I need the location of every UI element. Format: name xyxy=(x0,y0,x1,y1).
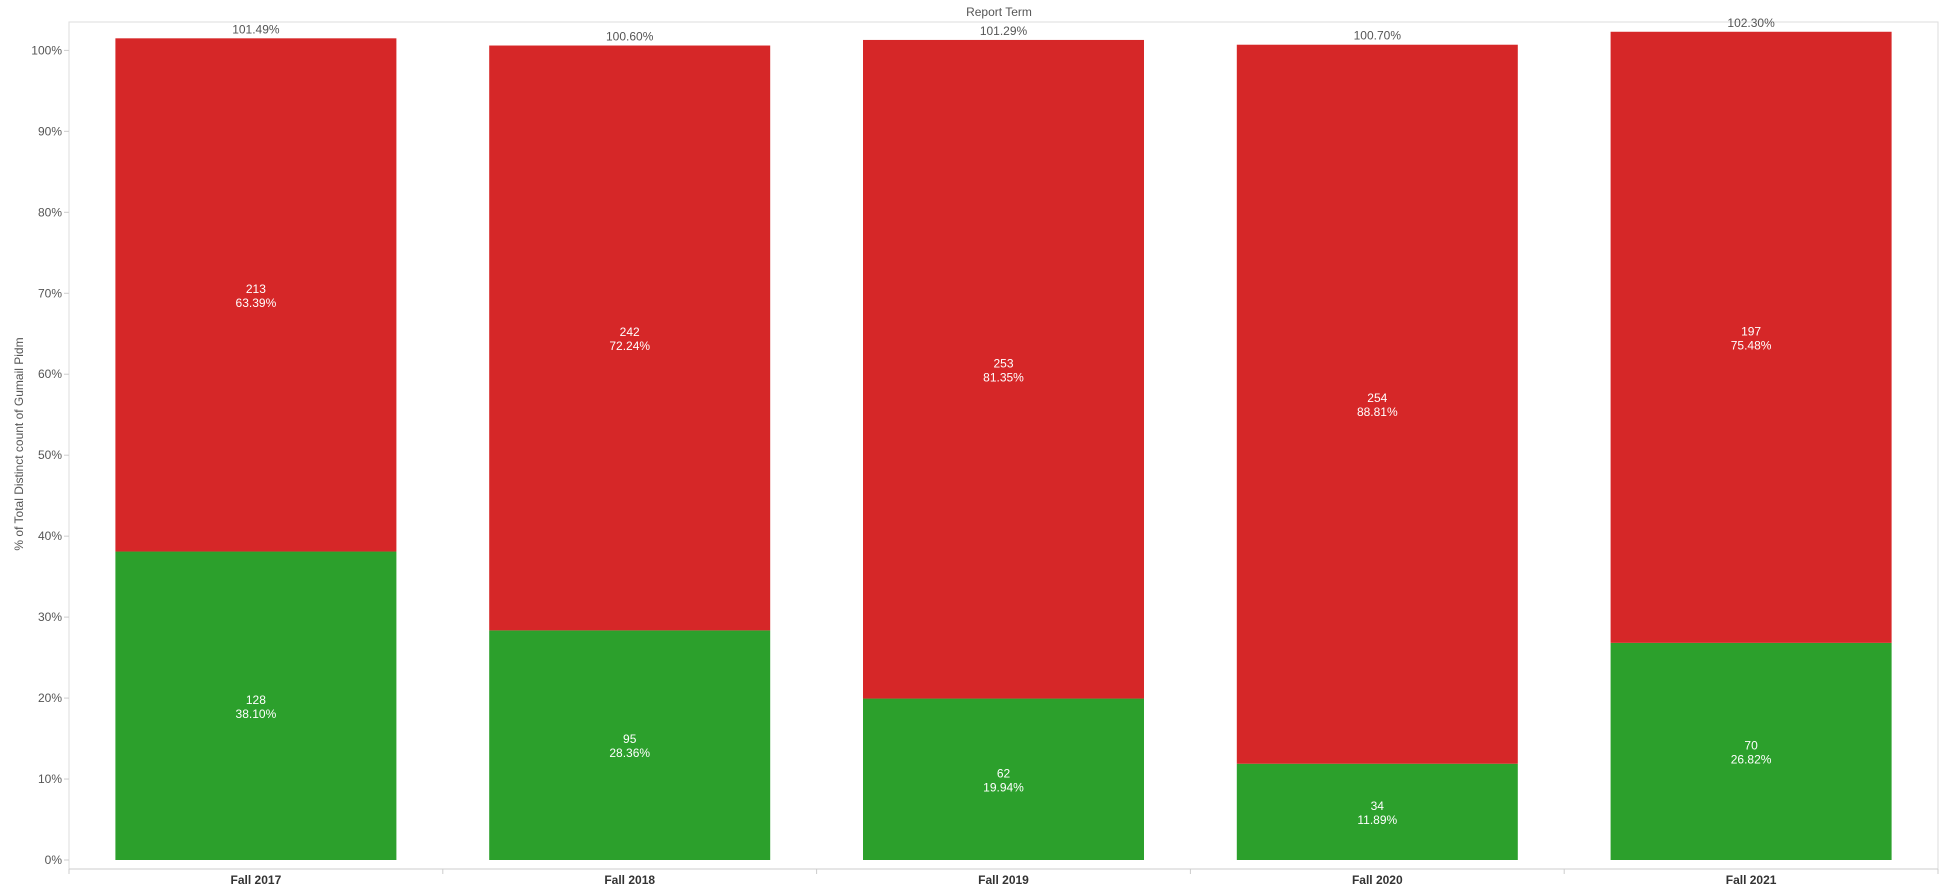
bar-segment xyxy=(1236,44,1518,764)
bar-total-label: 101.29% xyxy=(980,24,1028,38)
y-tick-label: 50% xyxy=(38,448,62,462)
segment-count-label: 128 xyxy=(246,693,266,707)
segment-count-label: 34 xyxy=(1371,799,1385,813)
bar-total-label: 102.30% xyxy=(1727,16,1775,30)
segment-percent-label: 63.39% xyxy=(236,296,277,310)
chart-title: Report Term xyxy=(966,5,1032,19)
segment-count-label: 253 xyxy=(993,356,1013,370)
bar-segment xyxy=(863,698,1144,860)
segment-percent-label: 28.36% xyxy=(609,746,650,760)
segment-count-label: 242 xyxy=(620,325,640,339)
bar-segment xyxy=(1610,642,1892,860)
x-axis: Fall 2017 Fall 2018 Fall 2019 Fall 2020 Fall… xyxy=(68,868,1939,887)
bar-total-label: 101.49% xyxy=(232,22,280,36)
bar-segment xyxy=(115,551,397,860)
y-tick-label: 20% xyxy=(38,691,62,705)
y-axis-title: % of Total Distinct count of Gumail Pidm xyxy=(12,337,26,550)
y-tick-label: 0% xyxy=(45,853,63,867)
segment-count-label: 70 xyxy=(1744,738,1758,752)
bar-total-label: 100.70% xyxy=(1354,29,1402,43)
segment-percent-label: 11.89% xyxy=(1357,813,1397,827)
x-category-label: Fall 2021 xyxy=(1726,873,1777,887)
x-category-label: Fall 2017 xyxy=(231,873,282,887)
y-tick-label: 40% xyxy=(38,529,62,543)
segment-count-label: 213 xyxy=(246,282,266,296)
segment-percent-label: 75.48% xyxy=(1731,338,1772,352)
x-category-label: Fall 2018 xyxy=(604,873,655,887)
y-tick-label: 60% xyxy=(38,367,62,381)
bar-segment xyxy=(863,39,1144,699)
segment-percent-label: 88.81% xyxy=(1357,405,1398,419)
bar-total-label: 100.60% xyxy=(606,30,654,44)
y-tick-label: 80% xyxy=(38,205,62,219)
segment-count-label: 197 xyxy=(1741,324,1761,338)
segment-count-label: 62 xyxy=(997,766,1011,780)
segment-percent-label: 38.10% xyxy=(236,707,277,721)
segment-percent-label: 81.35% xyxy=(983,370,1024,384)
y-tick-label: 90% xyxy=(38,124,62,138)
y-axis-ticks: 0% 10% 20% 30% 40% 50% 60% 70% 80% 90% 100% xyxy=(31,43,69,867)
x-category-label: Fall 2019 xyxy=(978,873,1029,887)
bar-segment xyxy=(1610,31,1892,643)
y-tick-label: 70% xyxy=(38,286,62,300)
y-tick-label: 100% xyxy=(31,43,62,57)
x-category-label: Fall 2020 xyxy=(1352,873,1403,887)
bar-segment xyxy=(489,630,771,860)
segment-percent-label: 72.24% xyxy=(609,339,650,353)
segment-count-label: 254 xyxy=(1367,391,1387,405)
bar-segment xyxy=(115,38,397,552)
bar-segment xyxy=(1236,763,1518,860)
segment-percent-label: 19.94% xyxy=(983,780,1024,794)
y-tick-label: 30% xyxy=(38,610,62,624)
segment-percent-label: 26.82% xyxy=(1731,752,1772,766)
segment-count-label: 95 xyxy=(623,732,637,746)
y-tick-label: 10% xyxy=(38,772,62,786)
bar-segment xyxy=(489,45,771,631)
